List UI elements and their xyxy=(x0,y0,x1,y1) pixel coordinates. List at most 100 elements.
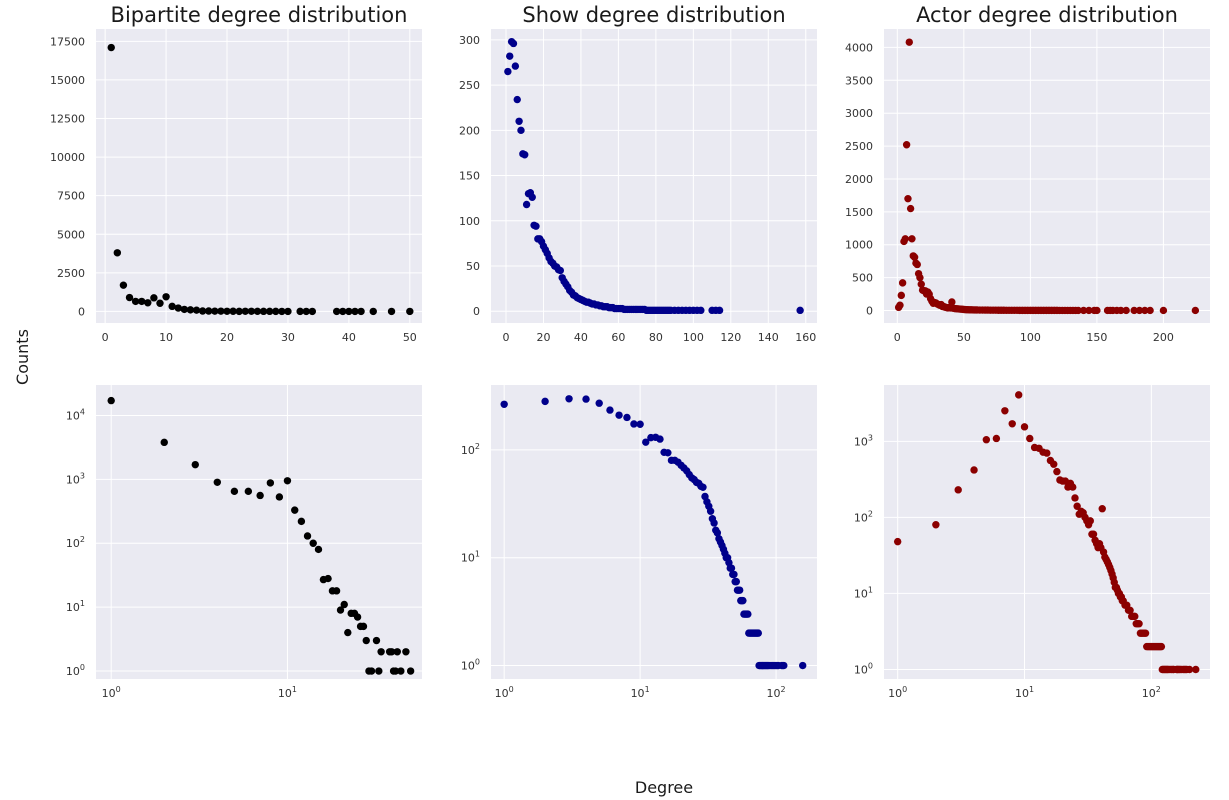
data-point xyxy=(259,307,268,316)
data-point xyxy=(125,293,134,302)
data-point xyxy=(308,307,317,316)
panel-title: Show degree distribution xyxy=(522,3,785,27)
x-tick-label: 100 xyxy=(888,685,907,700)
scatter-points xyxy=(500,395,807,670)
x-tick-label: 50 xyxy=(957,331,971,344)
data-point xyxy=(500,400,508,408)
data-point xyxy=(511,62,520,70)
data-point xyxy=(297,517,306,526)
plot-area xyxy=(491,385,817,679)
x-tick-label: 40 xyxy=(574,331,588,344)
data-point xyxy=(623,413,631,422)
x-tick-label: 100 xyxy=(102,685,121,700)
y-tick-label: 101 xyxy=(854,585,873,600)
data-point xyxy=(735,586,744,594)
data-point xyxy=(156,299,164,307)
data-point xyxy=(1074,306,1082,315)
data-point xyxy=(340,600,348,609)
data-point xyxy=(630,420,638,428)
data-point xyxy=(351,307,359,316)
panel-5: 100 101 102 100 101 102 xyxy=(461,385,817,700)
data-point xyxy=(213,478,222,486)
data-point xyxy=(353,613,362,621)
data-point xyxy=(131,297,140,306)
y-tick-label: 10000 xyxy=(50,151,85,164)
data-point xyxy=(1157,642,1166,651)
data-point xyxy=(697,306,705,315)
data-point xyxy=(247,307,256,316)
y-tick-label: 101 xyxy=(66,599,85,614)
x-tick-label: 20 xyxy=(536,331,550,344)
data-point xyxy=(1020,423,1029,431)
data-point xyxy=(278,307,286,316)
data-point xyxy=(897,291,905,300)
y-tick-label: 101 xyxy=(461,550,480,565)
data-point xyxy=(160,438,168,447)
data-point xyxy=(244,487,253,496)
data-point xyxy=(905,38,913,46)
data-point xyxy=(1131,612,1139,621)
data-point xyxy=(324,574,332,583)
data-point xyxy=(332,307,341,316)
y-tick-label: 0 xyxy=(78,305,85,318)
data-point xyxy=(1069,483,1077,491)
data-point xyxy=(272,307,280,316)
panels: 0 10 20 30 40 5002500500075001000012500150001… xyxy=(50,3,1210,700)
data-point xyxy=(253,307,262,316)
x-tick-label: 30 xyxy=(281,331,295,344)
y-tick-label: 0 xyxy=(866,305,873,318)
data-point xyxy=(266,479,275,487)
data-point xyxy=(391,667,400,675)
data-point xyxy=(948,298,956,306)
data-point xyxy=(235,307,243,316)
y-tick-label: 7500 xyxy=(57,190,85,203)
data-point xyxy=(192,306,201,314)
x-tick-label: 100 xyxy=(683,331,704,344)
data-point xyxy=(1192,665,1200,674)
data-point xyxy=(191,460,199,469)
data-point xyxy=(217,307,225,315)
data-point xyxy=(138,297,146,306)
x-tick-label: 100 xyxy=(495,685,514,700)
y-tick-label: 1500 xyxy=(845,206,873,219)
data-point xyxy=(1135,306,1144,315)
data-point xyxy=(582,395,590,403)
data-point xyxy=(284,307,292,316)
x-tick-label: 101 xyxy=(278,685,297,700)
x-tick-label: 0 xyxy=(894,331,901,344)
data-point xyxy=(107,396,115,405)
y-tick-label: 5000 xyxy=(57,228,85,241)
data-point xyxy=(556,266,565,275)
data-point xyxy=(739,596,747,605)
data-point xyxy=(241,307,249,316)
data-point xyxy=(265,307,274,316)
figure-ylabel: Counts xyxy=(13,329,32,385)
data-point xyxy=(314,545,323,554)
data-point xyxy=(732,577,741,586)
data-point xyxy=(908,235,916,243)
data-point xyxy=(904,194,912,203)
data-point xyxy=(230,487,239,496)
data-point xyxy=(1086,517,1094,525)
data-point xyxy=(664,449,672,457)
x-tick-label: 10 xyxy=(159,331,173,344)
x-tick-label: 60 xyxy=(611,331,625,344)
data-point xyxy=(515,117,523,125)
panel-6: 100 101 102 100 101 102 103 xyxy=(854,385,1210,700)
x-tick-label: 140 xyxy=(758,331,779,344)
y-tick-label: 17500 xyxy=(50,35,85,48)
data-point xyxy=(275,493,284,501)
data-point xyxy=(229,307,237,315)
y-tick-label: 500 xyxy=(852,272,873,285)
x-tick-label: 160 xyxy=(795,331,816,344)
data-point xyxy=(992,434,1001,443)
data-point xyxy=(256,491,264,500)
data-point xyxy=(902,141,911,149)
data-point xyxy=(1015,391,1023,399)
y-tick-label: 1000 xyxy=(845,239,873,252)
x-tick-label: 80 xyxy=(649,331,663,344)
data-point xyxy=(367,667,376,675)
panel-2: 0 20 40 60 80 100 120 140 160 0 50 100 150 200 250 300 S… xyxy=(459,3,817,344)
data-point xyxy=(606,406,614,414)
data-point xyxy=(1043,449,1051,457)
